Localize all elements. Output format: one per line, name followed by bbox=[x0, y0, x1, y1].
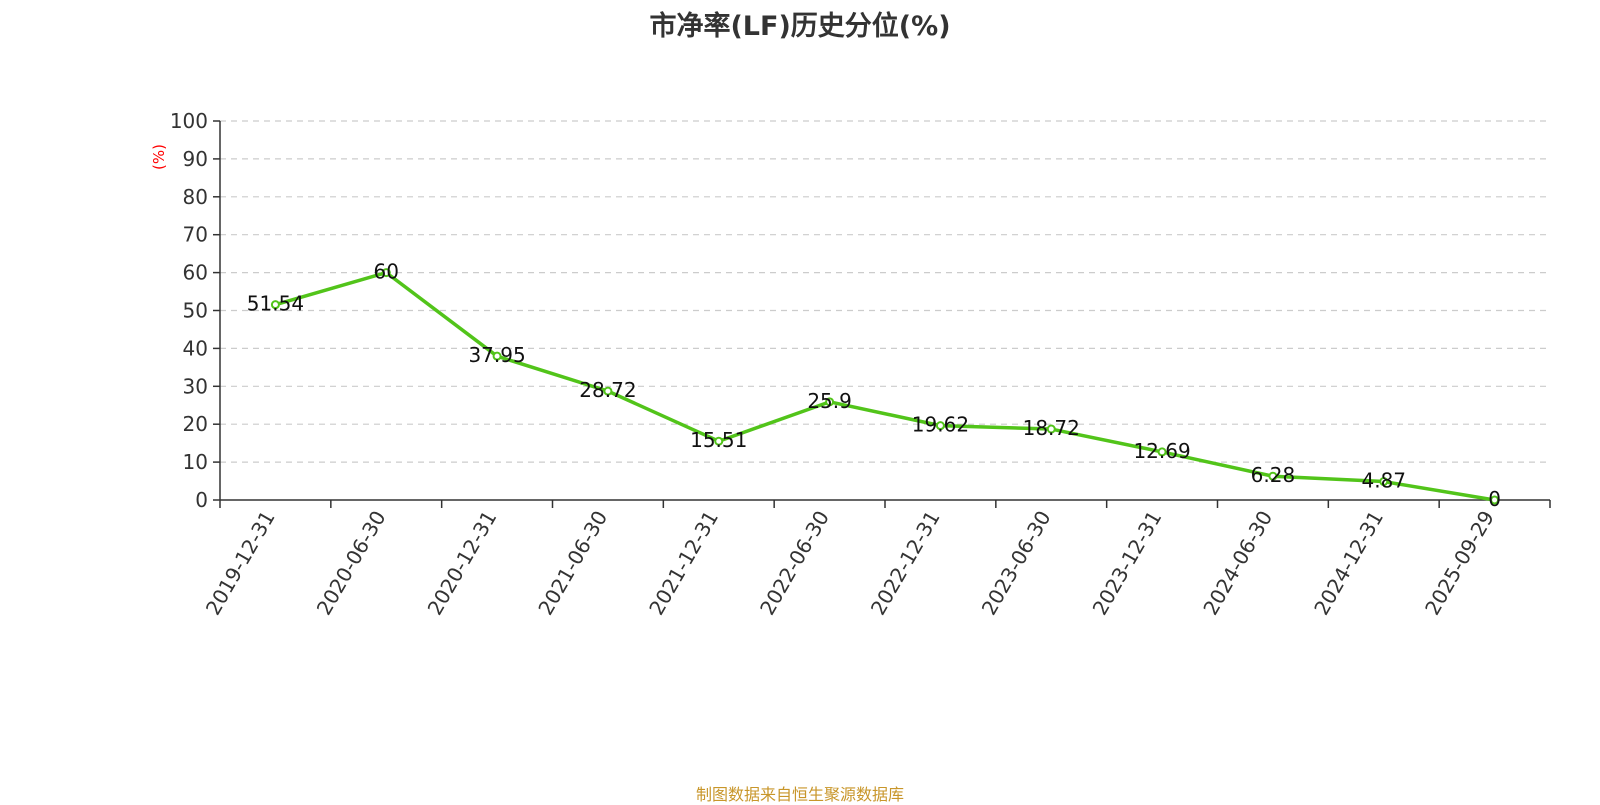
data-point bbox=[492, 351, 502, 361]
x-tick-label: 2020-12-31 bbox=[423, 507, 502, 620]
x-tick-label: 2023-06-30 bbox=[977, 507, 1056, 620]
data-label: 51.54 bbox=[247, 292, 304, 316]
data-point bbox=[714, 436, 724, 446]
x-tick-label: 2023-12-31 bbox=[1088, 507, 1167, 620]
x-tick-label: 2022-12-31 bbox=[866, 507, 945, 620]
y-tick-label: 40 bbox=[183, 336, 208, 360]
data-point bbox=[270, 300, 280, 310]
x-tick-label: 2019-12-31 bbox=[201, 507, 280, 620]
grid-lines bbox=[220, 120, 1550, 463]
data-point bbox=[825, 397, 835, 407]
data-label: 37.95 bbox=[468, 343, 525, 367]
y-tick-label: 0 bbox=[195, 488, 208, 512]
data-label: 25.9 bbox=[807, 389, 852, 413]
data-point bbox=[1268, 471, 1278, 481]
y-tick-label: 60 bbox=[183, 261, 208, 285]
series bbox=[270, 268, 1500, 505]
y-tick-label: 30 bbox=[183, 374, 208, 398]
x-tick-label: 2024-12-31 bbox=[1309, 507, 1388, 620]
x-tick-label: 2022-06-30 bbox=[755, 507, 834, 620]
x-tick-label: 2024-06-30 bbox=[1198, 507, 1277, 620]
data-label: 15.51 bbox=[690, 428, 747, 452]
data-label: 0 bbox=[1488, 487, 1501, 511]
y-tick-label: 80 bbox=[183, 185, 208, 209]
y-tick-label: 100 bbox=[170, 109, 208, 133]
data-label: 19.62 bbox=[912, 413, 969, 437]
data-point bbox=[935, 421, 945, 431]
data-point bbox=[1046, 424, 1056, 434]
axes: 0 10 20 30 40 50 60 70 80 90 100 2019-12-31 2020-06-… bbox=[170, 109, 1551, 620]
data-point bbox=[603, 386, 613, 396]
x-tick-label: 2025-09-29 bbox=[1420, 507, 1499, 620]
data-label: 28.72 bbox=[579, 378, 636, 402]
source-note: 制图数据来自恒生聚源数据库 bbox=[695, 785, 904, 804]
data-label: 12.69 bbox=[1133, 439, 1190, 463]
y-tick-label: 10 bbox=[183, 450, 208, 474]
x-tick-label: 2021-06-30 bbox=[533, 507, 612, 620]
data-point bbox=[381, 268, 391, 278]
y-tick-label: 20 bbox=[183, 412, 208, 436]
data-point bbox=[1157, 447, 1167, 457]
y-tick-label: 70 bbox=[183, 223, 208, 247]
data-labels: 51.54 60 37.95 28.72 15.51 25.9 19.62 18.72 12.6… bbox=[247, 260, 1501, 511]
y-tick-label: 90 bbox=[183, 147, 208, 171]
data-label: 4.87 bbox=[1361, 469, 1406, 493]
data-point bbox=[1490, 495, 1500, 505]
data-point bbox=[1379, 477, 1389, 487]
data-label: 18.72 bbox=[1023, 416, 1080, 440]
x-tick-label: 2021-12-31 bbox=[644, 507, 723, 620]
y-axis-unit-label: (%) bbox=[150, 144, 168, 170]
data-label: 60 bbox=[374, 260, 399, 284]
chart-title: 市净率(LF)历史分位(%) bbox=[649, 11, 951, 42]
data-label: 6.28 bbox=[1251, 463, 1296, 487]
x-tick-label: 2020-06-30 bbox=[312, 507, 391, 620]
y-tick-label: 50 bbox=[183, 299, 208, 323]
series-line bbox=[274, 270, 1495, 502]
